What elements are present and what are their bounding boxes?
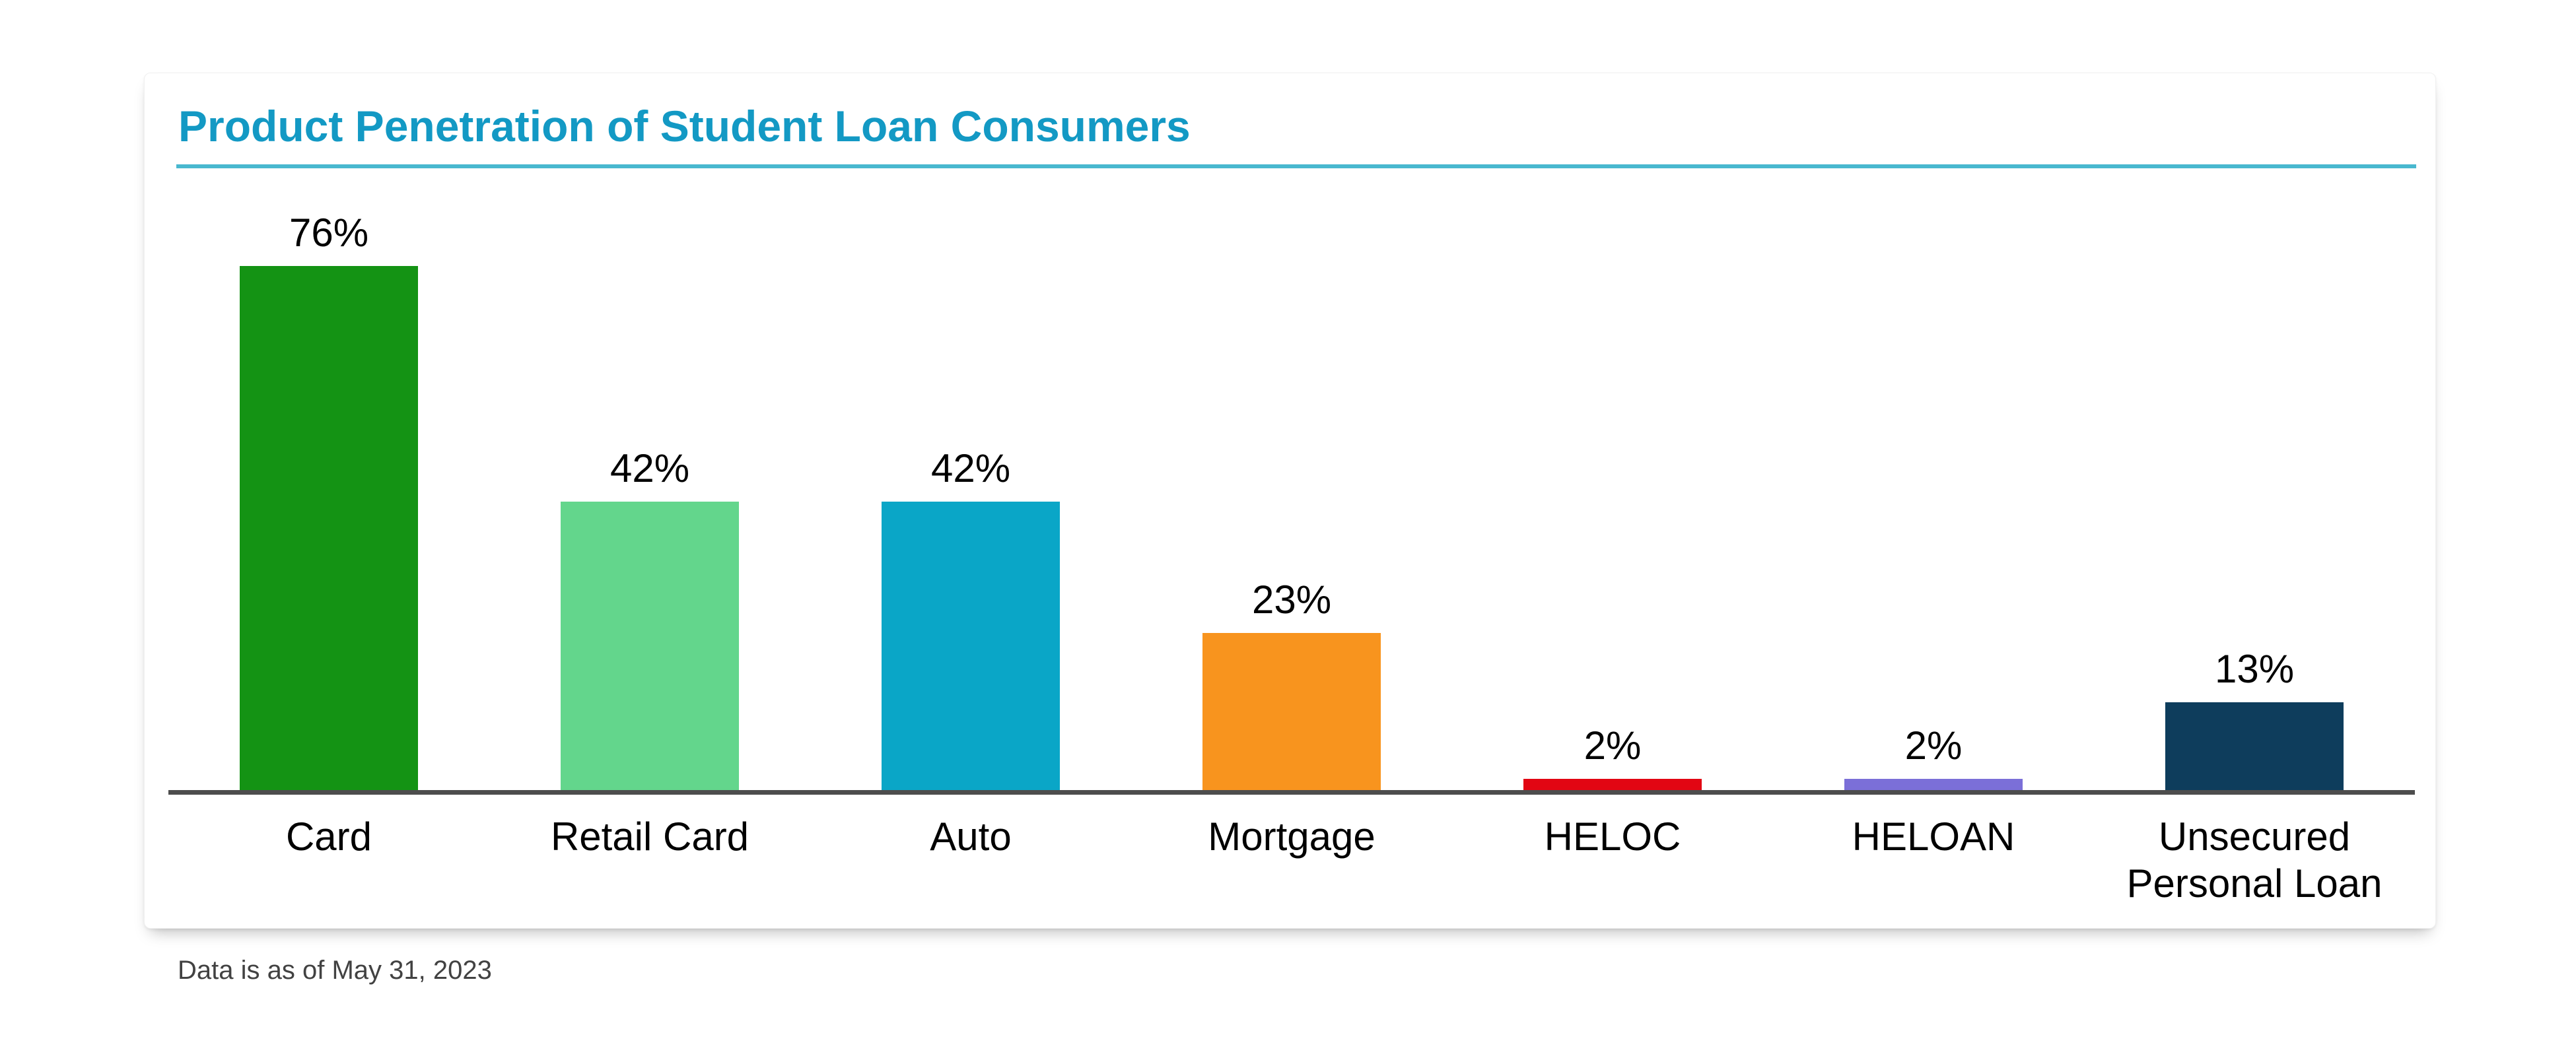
- bar-mortgage: [1202, 633, 1381, 793]
- bar-value-label: 13%: [2214, 647, 2295, 691]
- footnote: Data is as of May 31, 2023: [178, 956, 492, 985]
- category-label-card: Card: [285, 814, 372, 859]
- bar-column-auto: 42%: [810, 449, 1131, 793]
- bar-column-retail-card: 42%: [489, 449, 810, 793]
- bar-auto: [882, 502, 1060, 793]
- bar-column-heloc: 2%: [1452, 726, 1773, 793]
- bar-retail-card: [561, 502, 739, 793]
- category-label-auto: Auto: [930, 814, 1012, 859]
- bar-unsecured-personal-loan: [2165, 702, 2344, 793]
- bar-column-mortgage: 23%: [1131, 580, 1452, 793]
- bar-chart-plot-area: 76% 42% 42% 23% 2% 2% 13%: [168, 178, 2415, 793]
- bar-heloan: [1844, 779, 2023, 793]
- title-underline-rule: [176, 164, 2416, 168]
- bar-value-label: 42%: [609, 446, 690, 490]
- x-axis-category-labels: Card Retail Card Auto Mortgage HELOC HELOAN Un…: [168, 814, 2415, 908]
- bar-value-label: 2%: [1904, 723, 1963, 768]
- bar-column-heloan: 2%: [1773, 726, 2094, 793]
- bar-column-unsecured-personal-loan: 13%: [2094, 649, 2415, 793]
- bar-value-label: 76%: [289, 211, 369, 255]
- bar-value-label: 2%: [1584, 723, 1642, 768]
- bar-card: [240, 266, 418, 793]
- category-label-heloan: HELOAN: [1852, 814, 2015, 859]
- category-label-mortgage: Mortgage: [1208, 814, 1375, 859]
- bar-heloc: [1523, 779, 1702, 793]
- chart-card: Product Penetration of Student Loan Cons…: [144, 73, 2436, 929]
- category-label-retail-card: Retail Card: [550, 814, 749, 859]
- chart-title: Product Penetration of Student Loan Cons…: [178, 102, 1191, 150]
- bar-value-label: 42%: [930, 446, 1011, 490]
- bar-value-label: 23%: [1251, 578, 1332, 622]
- bar-column-card: 76%: [168, 213, 489, 793]
- x-axis-line: [168, 790, 2415, 795]
- category-label-unsecured-personal-loan: Unsecured Personal Loan: [2126, 814, 2383, 906]
- category-label-heloc: HELOC: [1544, 814, 1681, 859]
